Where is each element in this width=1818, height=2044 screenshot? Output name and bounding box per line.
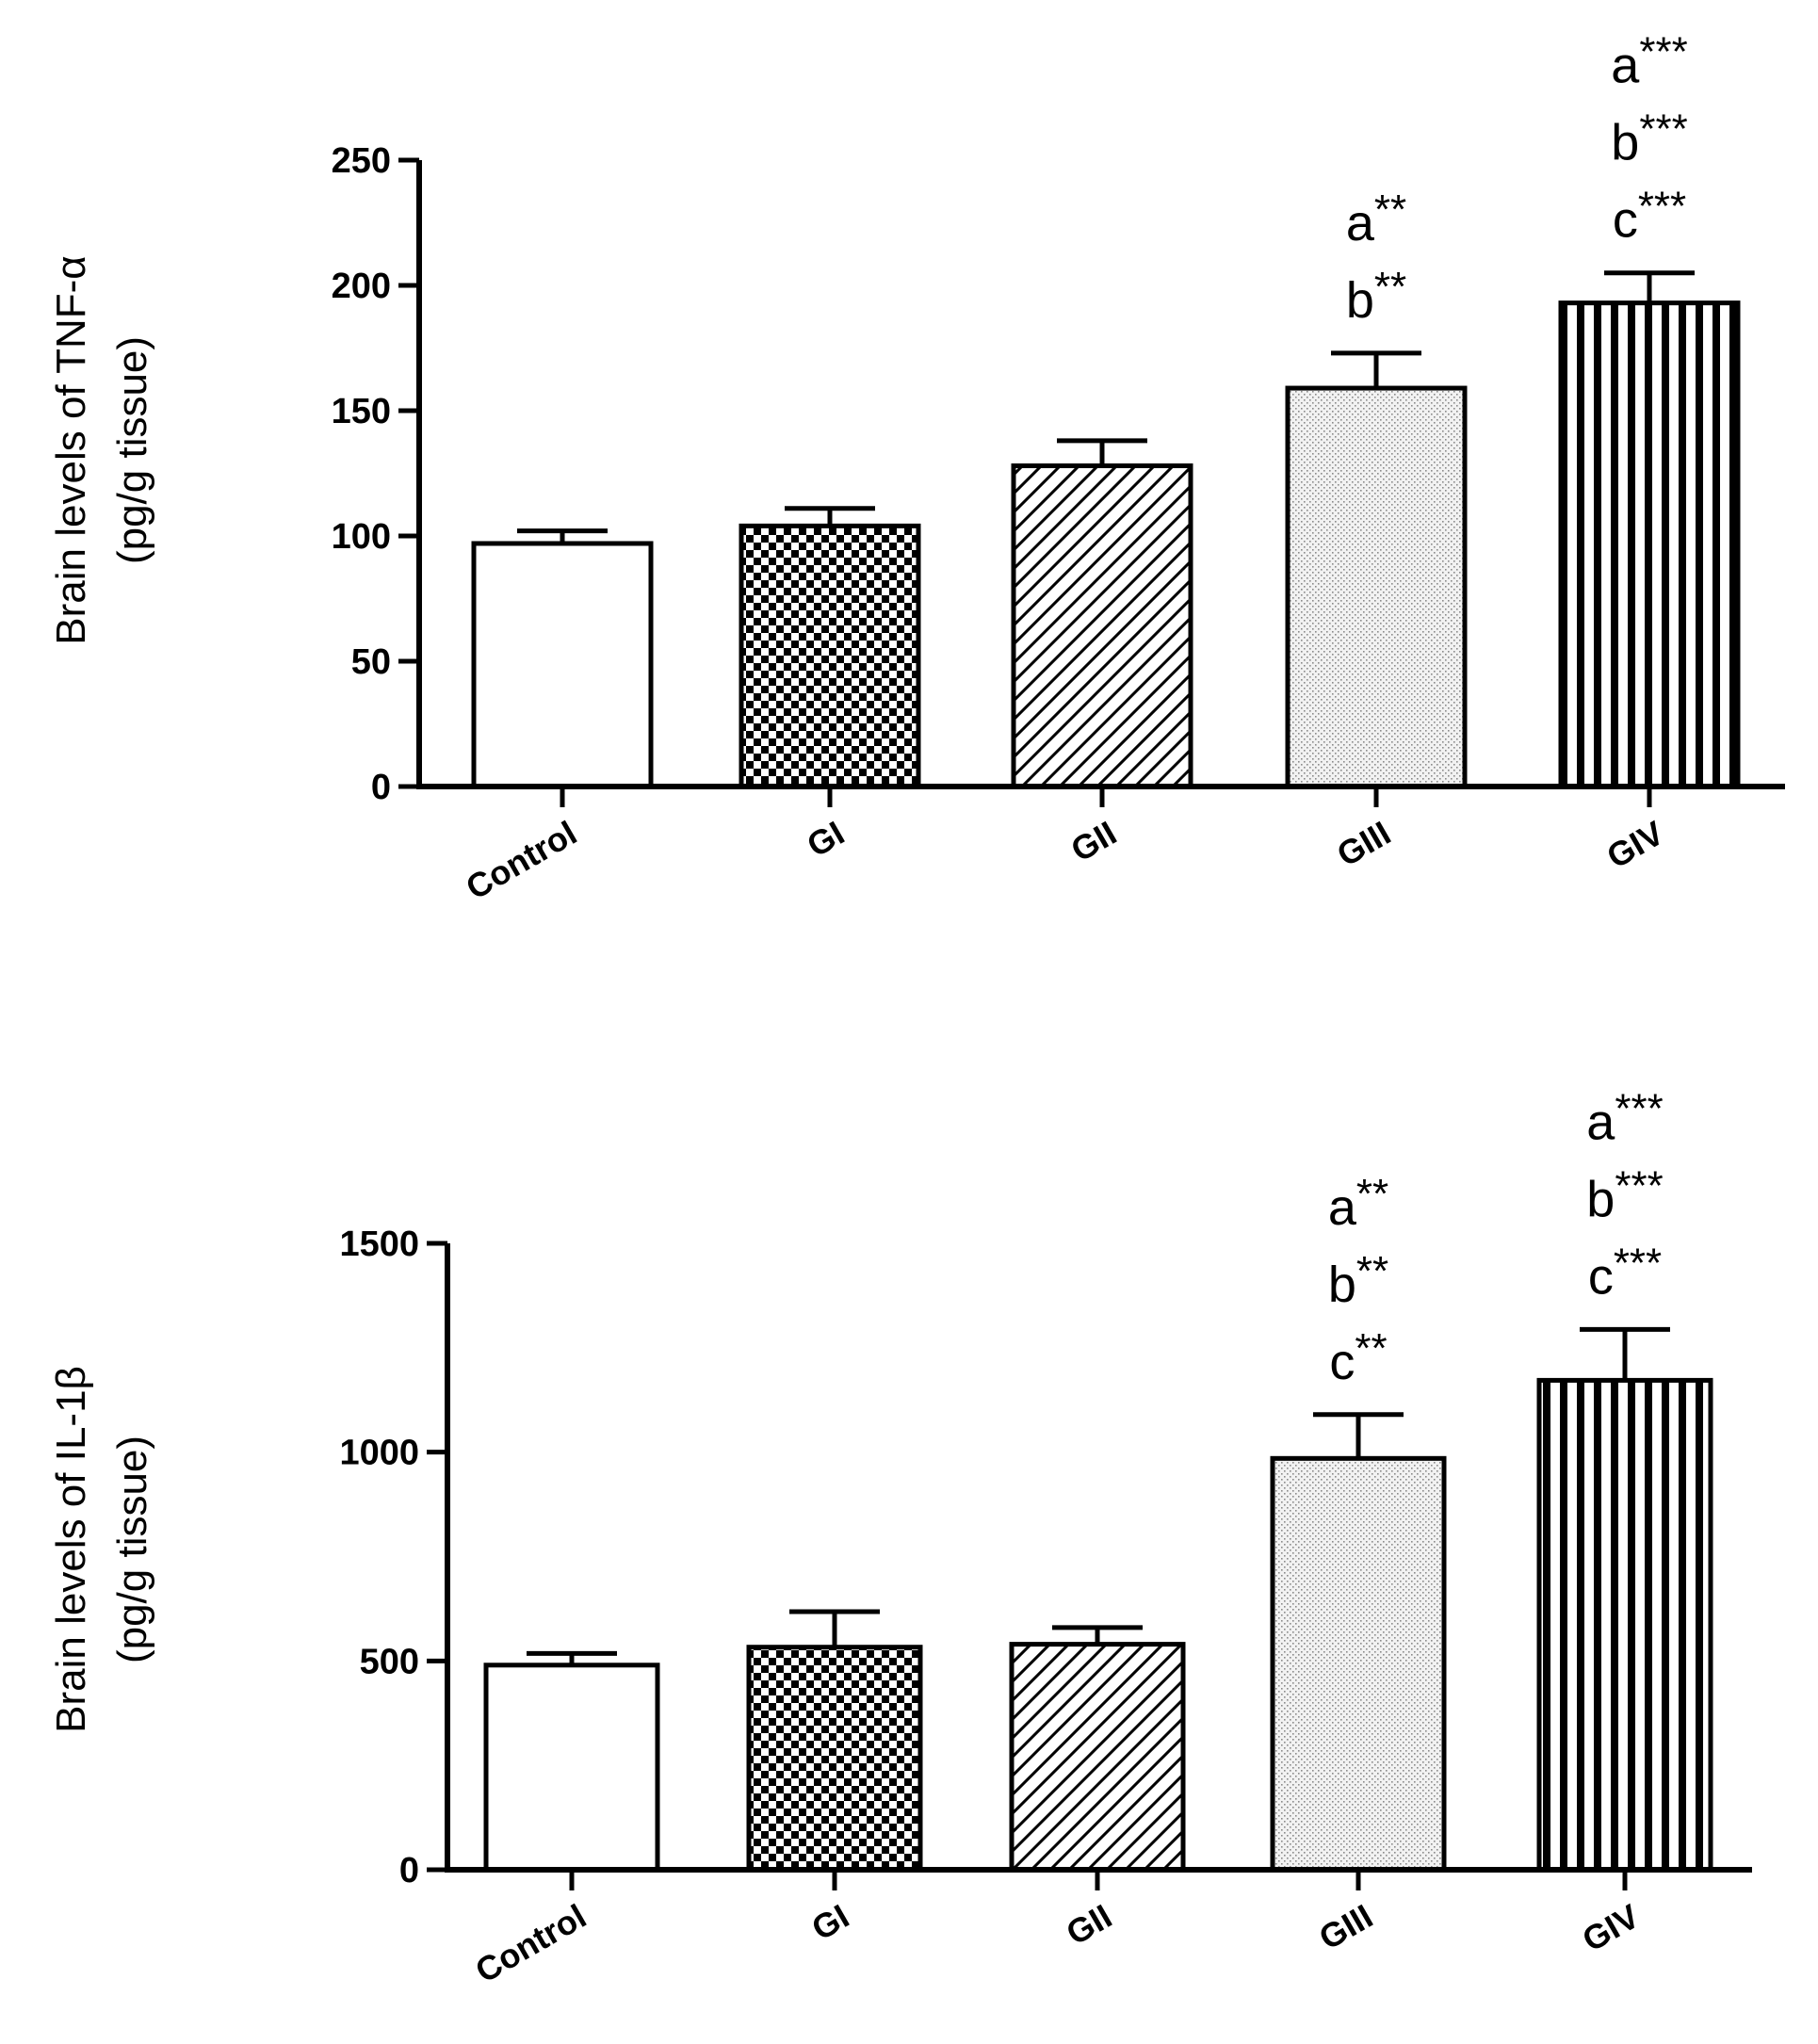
- y-tick-label: 0: [399, 1851, 419, 1890]
- bar-control: [471, 541, 654, 789]
- significance-label: a**: [1328, 1171, 1388, 1236]
- y-tick-label: 250: [332, 141, 391, 181]
- y-axis-label-line1: Brain levels of TNF-α: [48, 255, 94, 644]
- significance-label: a***: [1586, 1085, 1663, 1150]
- y-tick-label: 100: [332, 517, 391, 557]
- significance-label: a**: [1346, 187, 1406, 251]
- tnf-alpha-chart: Brain levels of TNF-α (pg/g tissue) 0 50 1…: [48, 29, 1785, 907]
- chart-marks: 0 500 1000 1500 Control GI GII GIII GIV a** b** c**…: [339, 1085, 1752, 1990]
- x-tick-label-gii: GII: [1064, 813, 1123, 869]
- bar-giv: [1536, 1377, 1713, 1873]
- bar-gi: [739, 523, 921, 789]
- x-tick-label-gi: GI: [801, 813, 851, 865]
- bar-gii: [1011, 463, 1193, 789]
- x-tick-label-giv: GIV: [1600, 813, 1670, 876]
- significance-label: b**: [1328, 1248, 1388, 1313]
- y-tick-label: 500: [360, 1642, 419, 1681]
- significance-label: c***: [1613, 184, 1686, 249]
- x-tick-label-giv: GIV: [1576, 1896, 1646, 1959]
- significance-label: b***: [1586, 1162, 1663, 1227]
- significance-label: c**: [1329, 1325, 1387, 1390]
- y-tick-label: 150: [332, 392, 391, 431]
- bar-gii: [1009, 1642, 1186, 1873]
- x-tick-label-gi: GI: [805, 1896, 855, 1948]
- x-tick-label-giii: GIII: [1330, 813, 1397, 874]
- x-tick-label-control: Control: [469, 1896, 592, 1989]
- bar-gi: [746, 1645, 923, 1873]
- y-tick-label: 0: [371, 768, 391, 807]
- significance-label: a***: [1611, 29, 1687, 94]
- y-axis-label-line2: (pg/g tissue): [109, 1436, 155, 1663]
- y-axis-label-line2: (pg/g tissue): [109, 336, 155, 564]
- x-tick-label-gii: GII: [1060, 1896, 1118, 1953]
- bar-giii: [1270, 1455, 1447, 1873]
- y-tick-label: 200: [332, 267, 391, 306]
- x-tick-label-giii: GIII: [1312, 1896, 1379, 1957]
- bar-control: [483, 1663, 660, 1873]
- bar-giii: [1285, 385, 1468, 789]
- bar-giv: [1558, 300, 1741, 789]
- significance-label: b***: [1611, 106, 1687, 171]
- significance-label: c***: [1588, 1240, 1662, 1305]
- y-tick-label: 1000: [339, 1434, 419, 1473]
- chart-marks: 0 50 100 150 200 250 Control GI GII GIII GIV a** b**…: [332, 29, 1785, 907]
- il-1beta-chart: Brain levels of IL-1β (pg/g tissue) 0 500…: [48, 1085, 1752, 1990]
- y-axis-label-line1: Brain levels of IL-1β: [48, 1366, 94, 1733]
- significance-label: b**: [1346, 264, 1406, 329]
- y-tick-label: 50: [351, 642, 391, 682]
- x-tick-label-control: Control: [460, 813, 583, 906]
- y-tick-label: 1500: [339, 1225, 419, 1264]
